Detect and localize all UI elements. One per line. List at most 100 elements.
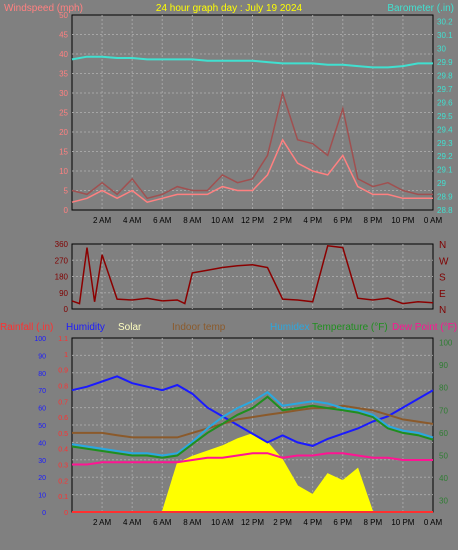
direction-y-tick-label: 360 xyxy=(55,240,69,249)
temp-panel-x-tick-label: 4 AM xyxy=(123,518,142,527)
wind-panel-x-tick-label: 10 AM xyxy=(211,216,234,225)
rain-y-tick-label: 1.1 xyxy=(58,336,68,343)
baro-y-tick-label: 30.1 xyxy=(437,31,453,40)
indoor-temp-line xyxy=(72,404,434,439)
legend-5: Temperature (°F) xyxy=(312,322,388,333)
rain-y-tick-label: 0.4 xyxy=(58,447,68,454)
temp-panel-x-tick-label: 8 PM xyxy=(363,518,382,527)
legend-0: Rainfall (.in) xyxy=(0,322,53,333)
direction-y-tick-label: 270 xyxy=(55,256,69,265)
legend-4: Humidex xyxy=(270,322,309,333)
temp-y-tick-label: 90 xyxy=(439,361,448,370)
temp-y-tick-label: 100 xyxy=(439,339,453,348)
baro-y-tick-label: 29.1 xyxy=(437,166,453,175)
wind-panel-x-tick-label: 4 PM xyxy=(303,216,322,225)
humidity-line xyxy=(71,375,434,447)
wind-panel-x-tick-label: 2 PM xyxy=(273,216,292,225)
humidity-y-tick-label: 20 xyxy=(38,475,46,482)
baro-y-tick-label: 29 xyxy=(437,179,446,188)
rain-y-tick-label: 0 xyxy=(64,510,68,517)
direction-compass-label: W xyxy=(439,256,449,267)
baro-y-tick-label: 29.8 xyxy=(437,72,453,81)
direction-y-tick-label: 90 xyxy=(59,289,68,298)
wind-direction-line xyxy=(71,244,434,305)
humidity-y-tick-label: 70 xyxy=(38,388,46,395)
temp-panel-x-tick-label: 6 AM xyxy=(153,518,172,527)
baro-y-tick-label: 30 xyxy=(437,45,446,54)
baro-y-tick-label: 30.2 xyxy=(437,18,453,27)
wind-panel-x-tick-label: 2 AM xyxy=(93,216,112,225)
baro-y-tick-label: 28.8 xyxy=(437,206,453,215)
temp-y-tick-label: 40 xyxy=(439,474,448,483)
wind-y-tick-label: 50 xyxy=(59,11,68,20)
humidex-line xyxy=(71,390,434,457)
temp-panel-x-tick-label: 8 AM xyxy=(183,518,202,527)
rain-y-tick-label: 0.3 xyxy=(58,463,68,470)
humidity-y-tick-label: 90 xyxy=(38,353,46,360)
legend-3: Indoor temp xyxy=(172,322,226,333)
humidity-y-tick-label: 40 xyxy=(38,440,46,447)
wind-y-tick-label: 30 xyxy=(59,89,68,98)
wind-axis-label: Windspeed (mph) xyxy=(4,3,83,14)
humidity-y-tick-label: 30 xyxy=(38,458,46,465)
wind-y-tick-label: 0 xyxy=(64,206,69,215)
wind-avg-line xyxy=(71,138,433,204)
direction-y-tick-label: 0 xyxy=(64,305,69,314)
rain-y-tick-label: 0.5 xyxy=(58,431,68,438)
rain-y-tick-label: 0.7 xyxy=(58,399,68,406)
humidity-y-tick-label: 10 xyxy=(38,493,46,500)
humidity-y-tick-label: 60 xyxy=(38,406,46,413)
wind-y-tick-label: 25 xyxy=(59,109,68,118)
baro-y-tick-label: 29.5 xyxy=(437,112,453,121)
rain-y-tick-label: 0.1 xyxy=(58,494,68,501)
wind-y-tick-label: 15 xyxy=(59,148,68,157)
humidity-y-tick-label: 80 xyxy=(38,371,46,378)
temp-y-tick-label: 80 xyxy=(439,384,448,393)
dew-point-f-line xyxy=(72,452,433,466)
baro-y-tick-label: 29.3 xyxy=(437,139,453,148)
temp-panel-x-tick-label: 2 AM xyxy=(93,518,112,527)
temp-y-tick-label: 70 xyxy=(439,406,448,415)
rain-y-tick-label: 0.9 xyxy=(58,368,68,375)
legend-6: Dew Point (°F) xyxy=(392,322,457,333)
wind-panel-x-tick-label: 8 PM xyxy=(363,216,382,225)
baro-axis-label: Barometer (.in) xyxy=(387,3,454,14)
wind-panel-x-tick-label: 0 AM xyxy=(424,216,443,225)
temp-panel-x-tick-label: 10 PM xyxy=(391,518,414,527)
wind-panel-x-tick-label: 12 PM xyxy=(241,216,264,225)
temperature-f-line xyxy=(71,395,434,459)
rain-y-tick-label: 1 xyxy=(64,352,68,359)
temp-panel-x-tick-label: 12 PM xyxy=(241,518,264,527)
wind-y-tick-label: 45 xyxy=(59,31,68,40)
temp-y-tick-label: 30 xyxy=(439,497,448,506)
temp-panel-x-tick-label: 2 PM xyxy=(273,518,292,527)
wind-y-tick-label: 40 xyxy=(59,50,68,59)
barometer-line xyxy=(71,55,433,69)
solar-area xyxy=(72,433,433,513)
baro-y-tick-label: 29.9 xyxy=(437,58,453,67)
chart-title: 24 hour graph day : July 19 2024 xyxy=(156,3,303,14)
rain-y-tick-label: 0.8 xyxy=(58,383,68,390)
direction-compass-label: N xyxy=(439,240,446,251)
wind-panel-x-tick-label: 8 AM xyxy=(183,216,202,225)
wind-panel-x-tick-label: 6 AM xyxy=(153,216,172,225)
baro-y-tick-label: 29.6 xyxy=(437,98,453,107)
humidity-y-tick-label: 0 xyxy=(42,510,46,517)
temp-panel-x-tick-label: 6 PM xyxy=(333,518,352,527)
baro-y-tick-label: 29.4 xyxy=(437,125,453,134)
legend-2: Solar xyxy=(118,322,142,333)
humidity-y-tick-label: 100 xyxy=(34,336,46,343)
rain-y-tick-label: 0.2 xyxy=(58,478,68,485)
wind-gust-line xyxy=(71,90,433,200)
direction-compass-label: S xyxy=(439,273,446,284)
wind-y-tick-label: 20 xyxy=(59,128,68,137)
direction-compass-label: N xyxy=(439,305,446,316)
wind-panel-x-tick-label: 6 PM xyxy=(333,216,352,225)
wind-panel-x-tick-label: 4 AM xyxy=(123,216,142,225)
temp-y-tick-label: 50 xyxy=(439,452,448,461)
wind-y-tick-label: 35 xyxy=(59,70,68,79)
temp-y-tick-label: 60 xyxy=(439,429,448,438)
legend-1: Humidity xyxy=(66,322,105,333)
rain-y-tick-label: 0.6 xyxy=(58,415,68,422)
